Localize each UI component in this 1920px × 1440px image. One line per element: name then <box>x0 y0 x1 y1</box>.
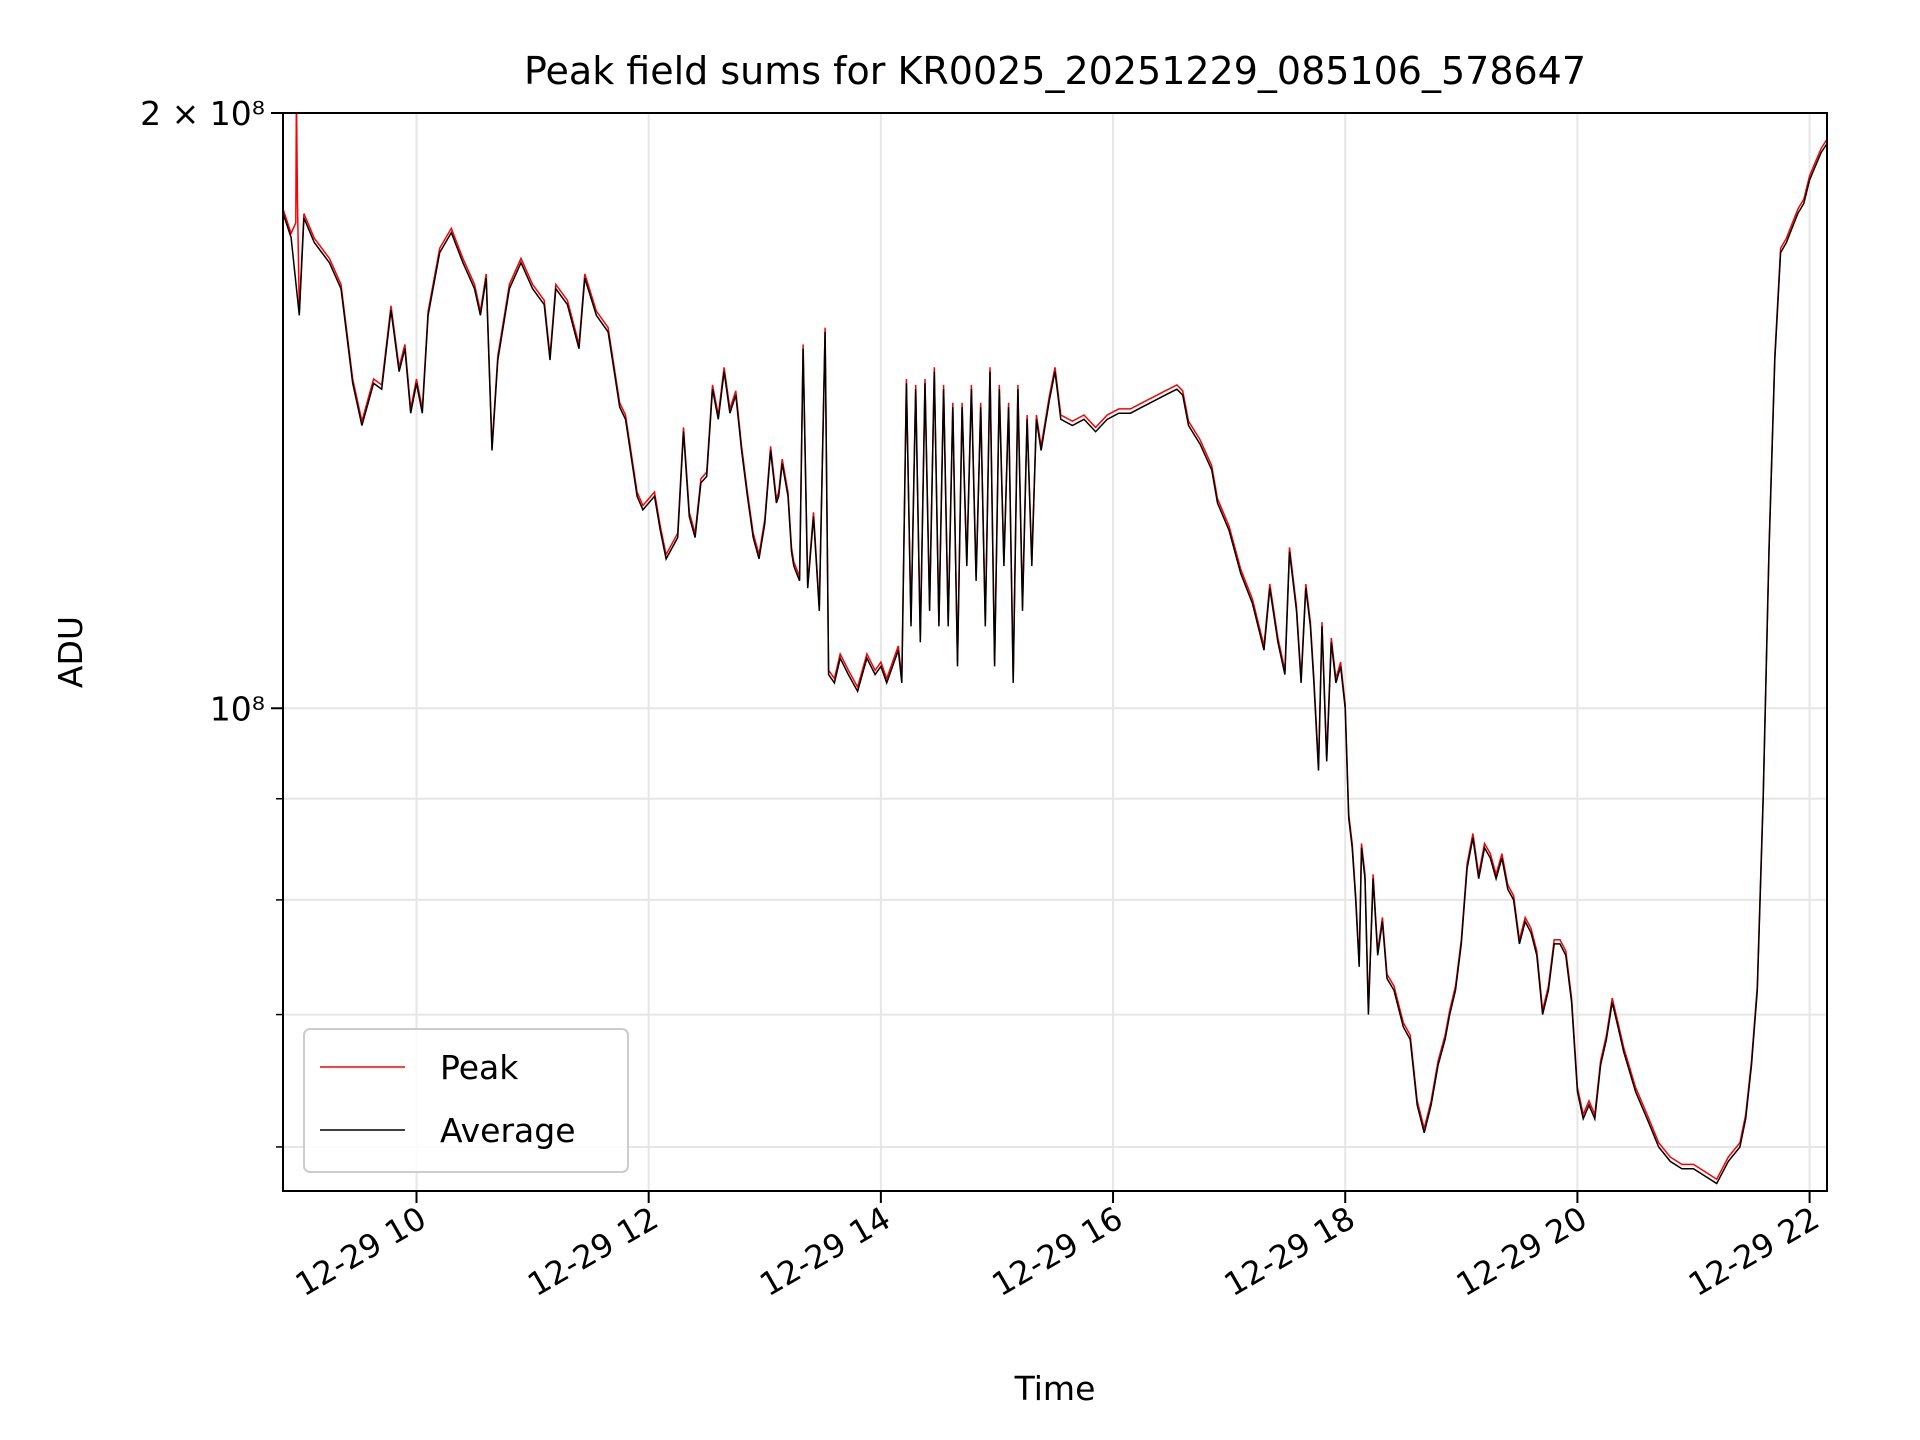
legend-box <box>303 1028 629 1173</box>
legend-peak-label: Peak <box>440 1048 519 1087</box>
y-tick-label: 2 × 10⁸ <box>140 94 265 133</box>
legend-average-label: Average <box>440 1111 576 1150</box>
y-tick-label: 10⁸ <box>210 689 265 728</box>
legend: Peak Average <box>303 1028 629 1173</box>
plot-frame <box>282 112 1828 1192</box>
average-series-line <box>283 143 1827 1185</box>
chart-title: Peak field sums for KR0025_20251229_0851… <box>524 49 1586 93</box>
y-axis-label: ADU <box>51 616 90 688</box>
x-axis-label: Time <box>1014 1369 1096 1408</box>
y-axis: 10⁸ 2 × 10⁸ <box>140 94 283 1148</box>
